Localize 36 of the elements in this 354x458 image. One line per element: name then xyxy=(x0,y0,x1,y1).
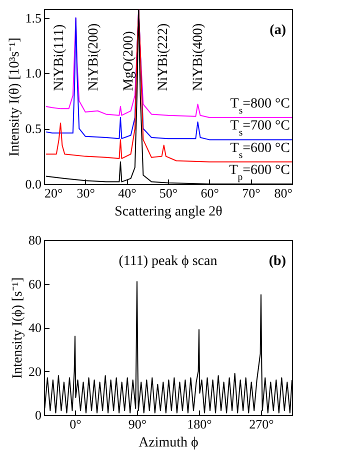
annotation: (a) xyxy=(270,23,286,38)
x-axis-title: Scattering angle 2θ xyxy=(114,204,223,220)
annotation: MgO(200) xyxy=(121,30,136,91)
x-tick-label: 0° xyxy=(70,416,82,432)
y-tick-label: 80 xyxy=(28,232,42,248)
y-tick-label: 0.5 xyxy=(25,121,42,136)
annotation: NiYBi(111) xyxy=(52,24,67,91)
y-tick-label: 0 xyxy=(35,408,42,422)
x-tick-label: 60° xyxy=(200,186,219,200)
series-label: T$_{s}$=700 °C xyxy=(230,118,290,138)
x-tick-label: 20° xyxy=(44,186,63,200)
x-tick-label: 30° xyxy=(76,186,95,200)
x-tick-label: 50° xyxy=(159,186,178,200)
y-axis-title: Intensity I(ϕ) [s⁻¹] xyxy=(10,277,26,379)
y-tick-label: 60 xyxy=(28,276,42,292)
y-tick-label: 1.5 xyxy=(25,10,42,26)
x-tick-label: 270° xyxy=(249,416,274,432)
x-tick-label: 180° xyxy=(187,416,212,432)
x-tick-label: 90° xyxy=(128,416,147,432)
y-tick-label: 40 xyxy=(28,320,42,335)
y-tick-label: 0.0 xyxy=(25,176,42,192)
annotation: NiYBi(222) xyxy=(156,23,172,91)
x-tick-label: 80° xyxy=(274,186,292,200)
y-tick-label: 20 xyxy=(28,364,42,379)
series-label: T$_{s}$=600 °C xyxy=(230,140,290,160)
annotation: NiYBi(400) xyxy=(190,23,206,91)
x-tick-label: 40° xyxy=(118,186,136,200)
annotation: (b) xyxy=(268,254,286,269)
annotation: NiYBi(200) xyxy=(86,23,102,91)
x-axis-title: Azimuth ϕ xyxy=(138,436,198,450)
series-label: T$_{s}$=800 °C xyxy=(230,96,290,116)
y-tick-label: 1.0 xyxy=(25,66,42,81)
series-label: T$_{p}$=600 °C xyxy=(229,163,290,182)
annotation: (111) peak ϕ scan xyxy=(118,254,218,269)
y-axis-title: Intensity I(θ) [10³s⁻¹] xyxy=(7,38,22,156)
x-tick-label: 70° xyxy=(242,186,260,200)
